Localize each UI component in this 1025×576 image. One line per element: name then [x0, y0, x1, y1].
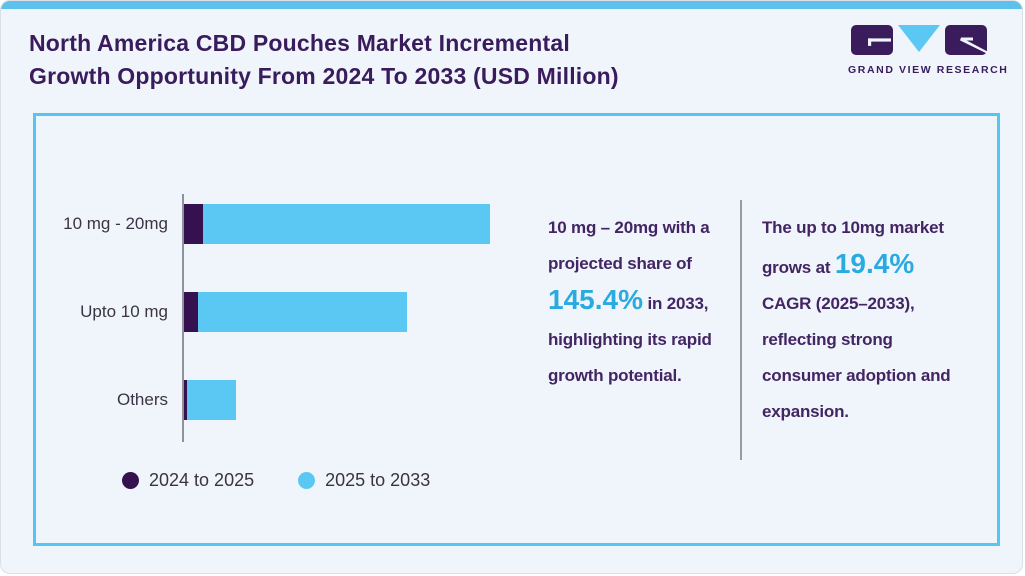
annotation-right-post: CAGR (2025–2033), reflecting strong cons…: [762, 294, 951, 421]
gvr-logo-icon: [851, 25, 987, 55]
annotation-left-pre: 10 mg – 20mg with a projected share of: [548, 218, 710, 273]
annotation-divider: [740, 200, 742, 460]
chart-legend: 2024 to 2025 2025 to 2033: [122, 470, 430, 491]
bar-segment-2024-2025: [184, 380, 187, 420]
legend-label: 2025 to 2033: [325, 470, 431, 490]
top-accent-bar: [1, 1, 1022, 9]
bar-track: [184, 204, 490, 244]
title-line-1: North America CBD Pouches Market Increme…: [29, 30, 570, 56]
bar-row-upto-10mg: Upto 10 mg: [36, 292, 556, 332]
title-line-2: Growth Opportunity From 2024 To 2033 (US…: [29, 63, 619, 89]
bar-segment-2025-2033: [203, 204, 490, 244]
category-label: Others: [116, 390, 168, 409]
bar-row-others: Others: [36, 380, 556, 420]
annotation-left: 10 mg – 20mg with a projected share of 1…: [548, 210, 744, 394]
legend-label: 2024 to 2025: [149, 470, 255, 490]
category-label: 10 mg - 20mg: [63, 214, 168, 233]
annotation-right-pre: The up to 10mg market grows at: [762, 218, 944, 277]
chart-panel: 10 mg - 20mg Upto 10 mg Others 2024: [33, 113, 1000, 546]
page-title: North America CBD Pouches Market Increme…: [29, 27, 619, 93]
bar-segment-2024-2025: [184, 292, 198, 332]
annotation-right-highlight: 19.4%: [834, 248, 915, 279]
bar-segment-2025-2033: [187, 380, 236, 420]
bar-track: [184, 292, 407, 332]
category-label: Upto 10 mg: [80, 302, 168, 321]
grand-view-research-logo: GRAND VIEW RESEARCH: [848, 25, 1009, 76]
bar-track: [184, 380, 236, 420]
annotation-left-post: in 2033, highlighting its rapid growth p…: [548, 294, 712, 385]
legend-item-2024-2025: 2024 to 2025: [122, 470, 254, 491]
legend-dot-dark-purple-icon: [122, 472, 139, 489]
logo-wordmark: GRAND VIEW RESEARCH: [848, 64, 1009, 76]
bar-row-10mg-20mg: 10 mg - 20mg: [36, 204, 556, 244]
y-axis-line: [182, 194, 184, 442]
legend-dot-light-blue-icon: [298, 472, 316, 489]
annotation-right: The up to 10mg market grows at 19.4% CAG…: [762, 210, 964, 430]
legend-item-2025-2033: 2025 to 2033: [298, 470, 430, 491]
bar-segment-2024-2025: [184, 204, 203, 244]
bar-segment-2025-2033: [198, 292, 407, 332]
annotation-left-highlight: 145.4%: [548, 284, 643, 315]
